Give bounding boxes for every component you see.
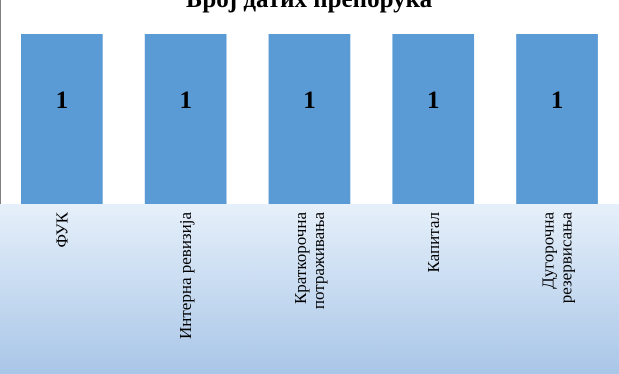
category-label-1-line-1: ФУК <box>52 211 71 247</box>
category-label-4: Капитал <box>424 211 443 272</box>
bar-5 <box>516 34 598 204</box>
data-label-1: 1 <box>56 87 69 114</box>
bar-1 <box>21 34 103 204</box>
bars: 1 1 1 1 1 <box>21 34 598 204</box>
category-label-5: Дугорочна резервисања <box>539 212 576 304</box>
category-label-3-line-1: Краткорочна <box>291 212 310 304</box>
category-label-3-line-2: потраживања <box>309 212 328 310</box>
bar-2 <box>144 34 227 204</box>
category-label-5-line-2: резервисања <box>557 212 576 304</box>
category-label-3: Краткорочна потраживања <box>291 212 328 310</box>
category-label-2: Интерна ревизија <box>176 212 195 339</box>
chart-title: Број датих препорука <box>186 0 433 13</box>
category-labels: ФУК Интерна ревизија Краткорочна потраживањ… <box>52 211 575 339</box>
category-label-5-line-1: Дугорочна <box>539 212 558 289</box>
data-label-3: 1 <box>303 87 316 114</box>
data-label-5: 1 <box>551 87 564 114</box>
category-label-1: ФУК <box>52 211 71 247</box>
bar-3 <box>268 34 351 204</box>
bar-4 <box>392 34 475 204</box>
data-label-2: 1 <box>179 87 192 114</box>
category-label-4-line-1: Капитал <box>424 211 443 272</box>
category-label-2-line-1: Интерна ревизија <box>176 212 195 339</box>
data-label-4: 1 <box>427 87 440 114</box>
category-label-band <box>0 204 619 374</box>
